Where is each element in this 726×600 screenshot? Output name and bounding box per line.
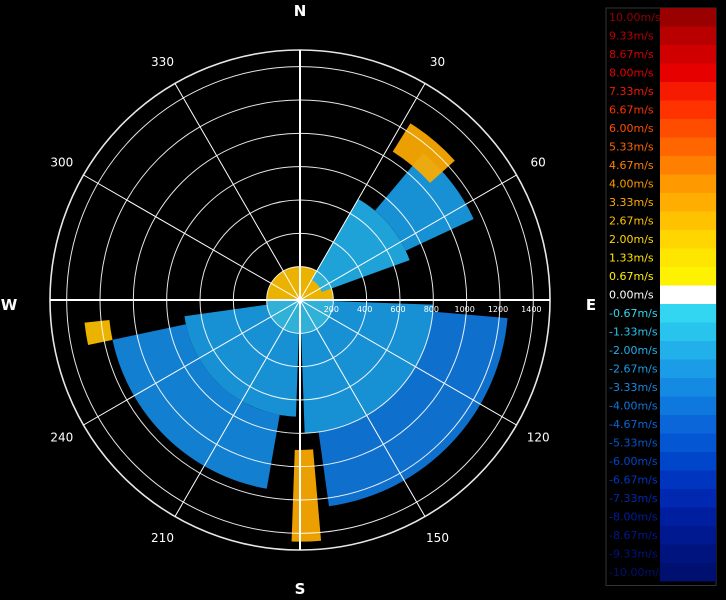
legend-label: -0.67m/s	[609, 307, 658, 320]
legend-label: -2.00m/s	[609, 344, 658, 357]
legend-swatch	[660, 137, 716, 156]
bearing-label-300: 300	[50, 156, 73, 170]
legend-label: -6.00m/s	[609, 455, 658, 468]
legend-label: -10.00m/s	[609, 566, 665, 579]
velocity-sector-8	[112, 324, 280, 489]
velocity-sector-6	[318, 311, 508, 507]
velocity-sector-5	[301, 301, 434, 434]
legend-label: -4.00m/s	[609, 400, 658, 413]
legend-label: -9.33m/s	[609, 548, 658, 561]
legend-swatch	[660, 396, 716, 415]
radar-origin-marker	[297, 297, 303, 303]
legend-swatch	[660, 26, 716, 45]
range-label-600: 600	[390, 305, 405, 314]
legend-swatch	[660, 452, 716, 471]
legend-label: 2.00m/s	[609, 233, 654, 246]
range-label-200: 200	[324, 305, 339, 314]
range-label-400: 400	[357, 305, 372, 314]
legend-swatch	[660, 63, 716, 82]
velocity-legend: 10.00m/s 9.33m/s 8.67m/s 8.00m/s 7.33m/s 6.67…	[605, 7, 717, 586]
polar-grid	[49, 49, 551, 551]
cardinal-label-n: N	[294, 2, 307, 20]
legend-swatch	[660, 322, 716, 341]
legend-label: 4.67m/s	[609, 159, 654, 172]
legend-swatch	[660, 82, 716, 101]
legend-label: -1.33m/s	[609, 326, 658, 339]
legend-swatch	[660, 230, 716, 249]
legend-swatch	[660, 507, 716, 526]
legend-label: 8.67m/s	[609, 48, 654, 61]
legend-swatch	[660, 248, 716, 267]
bearing-label-240: 240	[50, 431, 73, 445]
legend-label: -3.33m/s	[609, 381, 658, 394]
velocity-sector-9	[84, 320, 113, 346]
legend-label: -2.67m/s	[609, 363, 658, 376]
legend-label: 6.00m/s	[609, 122, 654, 135]
legend-swatch	[660, 526, 716, 545]
legend-label: -8.67m/s	[609, 529, 658, 542]
legend-label: 6.67m/s	[609, 104, 654, 117]
legend-swatch	[660, 304, 716, 323]
legend-swatch	[660, 45, 716, 64]
legend-swatch	[660, 563, 716, 582]
legend-label: 3.33m/s	[609, 196, 654, 209]
cardinal-label-s: S	[295, 580, 306, 598]
bearing-label-120: 120	[527, 431, 550, 445]
legend-label: -8.00m/s	[609, 511, 658, 524]
polar-labels: N E S W 30 60 120 150 210 240 300 330 200 400 600 800 10…	[1, 2, 596, 598]
bearing-label-30: 30	[430, 55, 445, 69]
legend-swatch	[660, 267, 716, 286]
legend-swatch	[660, 8, 716, 27]
legend-label: 8.00m/s	[609, 67, 654, 80]
velocity-sector-2	[311, 198, 410, 293]
range-label-1200: 1200	[488, 305, 508, 314]
legend-swatch	[660, 378, 716, 397]
legend-swatch	[660, 433, 716, 452]
velocity-sector-7	[184, 304, 299, 417]
legend-swatch	[660, 415, 716, 434]
bearing-label-210: 210	[151, 531, 174, 545]
legend-label: 7.33m/s	[609, 85, 654, 98]
legend-swatch	[660, 156, 716, 175]
legend-label: -7.33m/s	[609, 492, 658, 505]
cardinal-label-e: E	[586, 296, 596, 314]
velocity-sectors	[84, 123, 508, 542]
velocity-sector-4	[392, 123, 455, 183]
bearing-label-150: 150	[426, 531, 449, 545]
legend-label: -6.67m/s	[609, 474, 658, 487]
velocity-sector-10	[291, 449, 322, 542]
range-label-1400: 1400	[521, 305, 541, 314]
legend-swatch	[660, 193, 716, 212]
legend-swatch	[660, 174, 716, 193]
legend-label: -4.67m/s	[609, 418, 658, 431]
cardinal-label-w: W	[1, 296, 18, 314]
bearing-label-60: 60	[531, 156, 546, 170]
legend-swatch	[660, 100, 716, 119]
legend-swatch	[660, 470, 716, 489]
legend-label: 10.00m/s	[609, 11, 661, 24]
range-label-1000: 1000	[454, 305, 474, 314]
legend-swatch	[660, 544, 716, 563]
range-label-800: 800	[424, 305, 439, 314]
legend-label: 9.33m/s	[609, 30, 654, 43]
bearing-label-330: 330	[151, 55, 174, 69]
legend-swatch	[660, 341, 716, 360]
legend-swatch	[660, 285, 716, 304]
legend-swatch	[660, 119, 716, 138]
legend-label: 1.33m/s	[609, 252, 654, 265]
legend-label: 2.67m/s	[609, 215, 654, 228]
legend-swatch	[660, 489, 716, 508]
legend-label: 0.67m/s	[609, 270, 654, 283]
legend-label: 4.00m/s	[609, 178, 654, 191]
legend-label: -5.33m/s	[609, 437, 658, 450]
legend-label: 5.33m/s	[609, 141, 654, 154]
legend-swatch	[660, 211, 716, 230]
legend-swatch	[660, 359, 716, 378]
legend-label: 0.00m/s	[609, 289, 654, 302]
